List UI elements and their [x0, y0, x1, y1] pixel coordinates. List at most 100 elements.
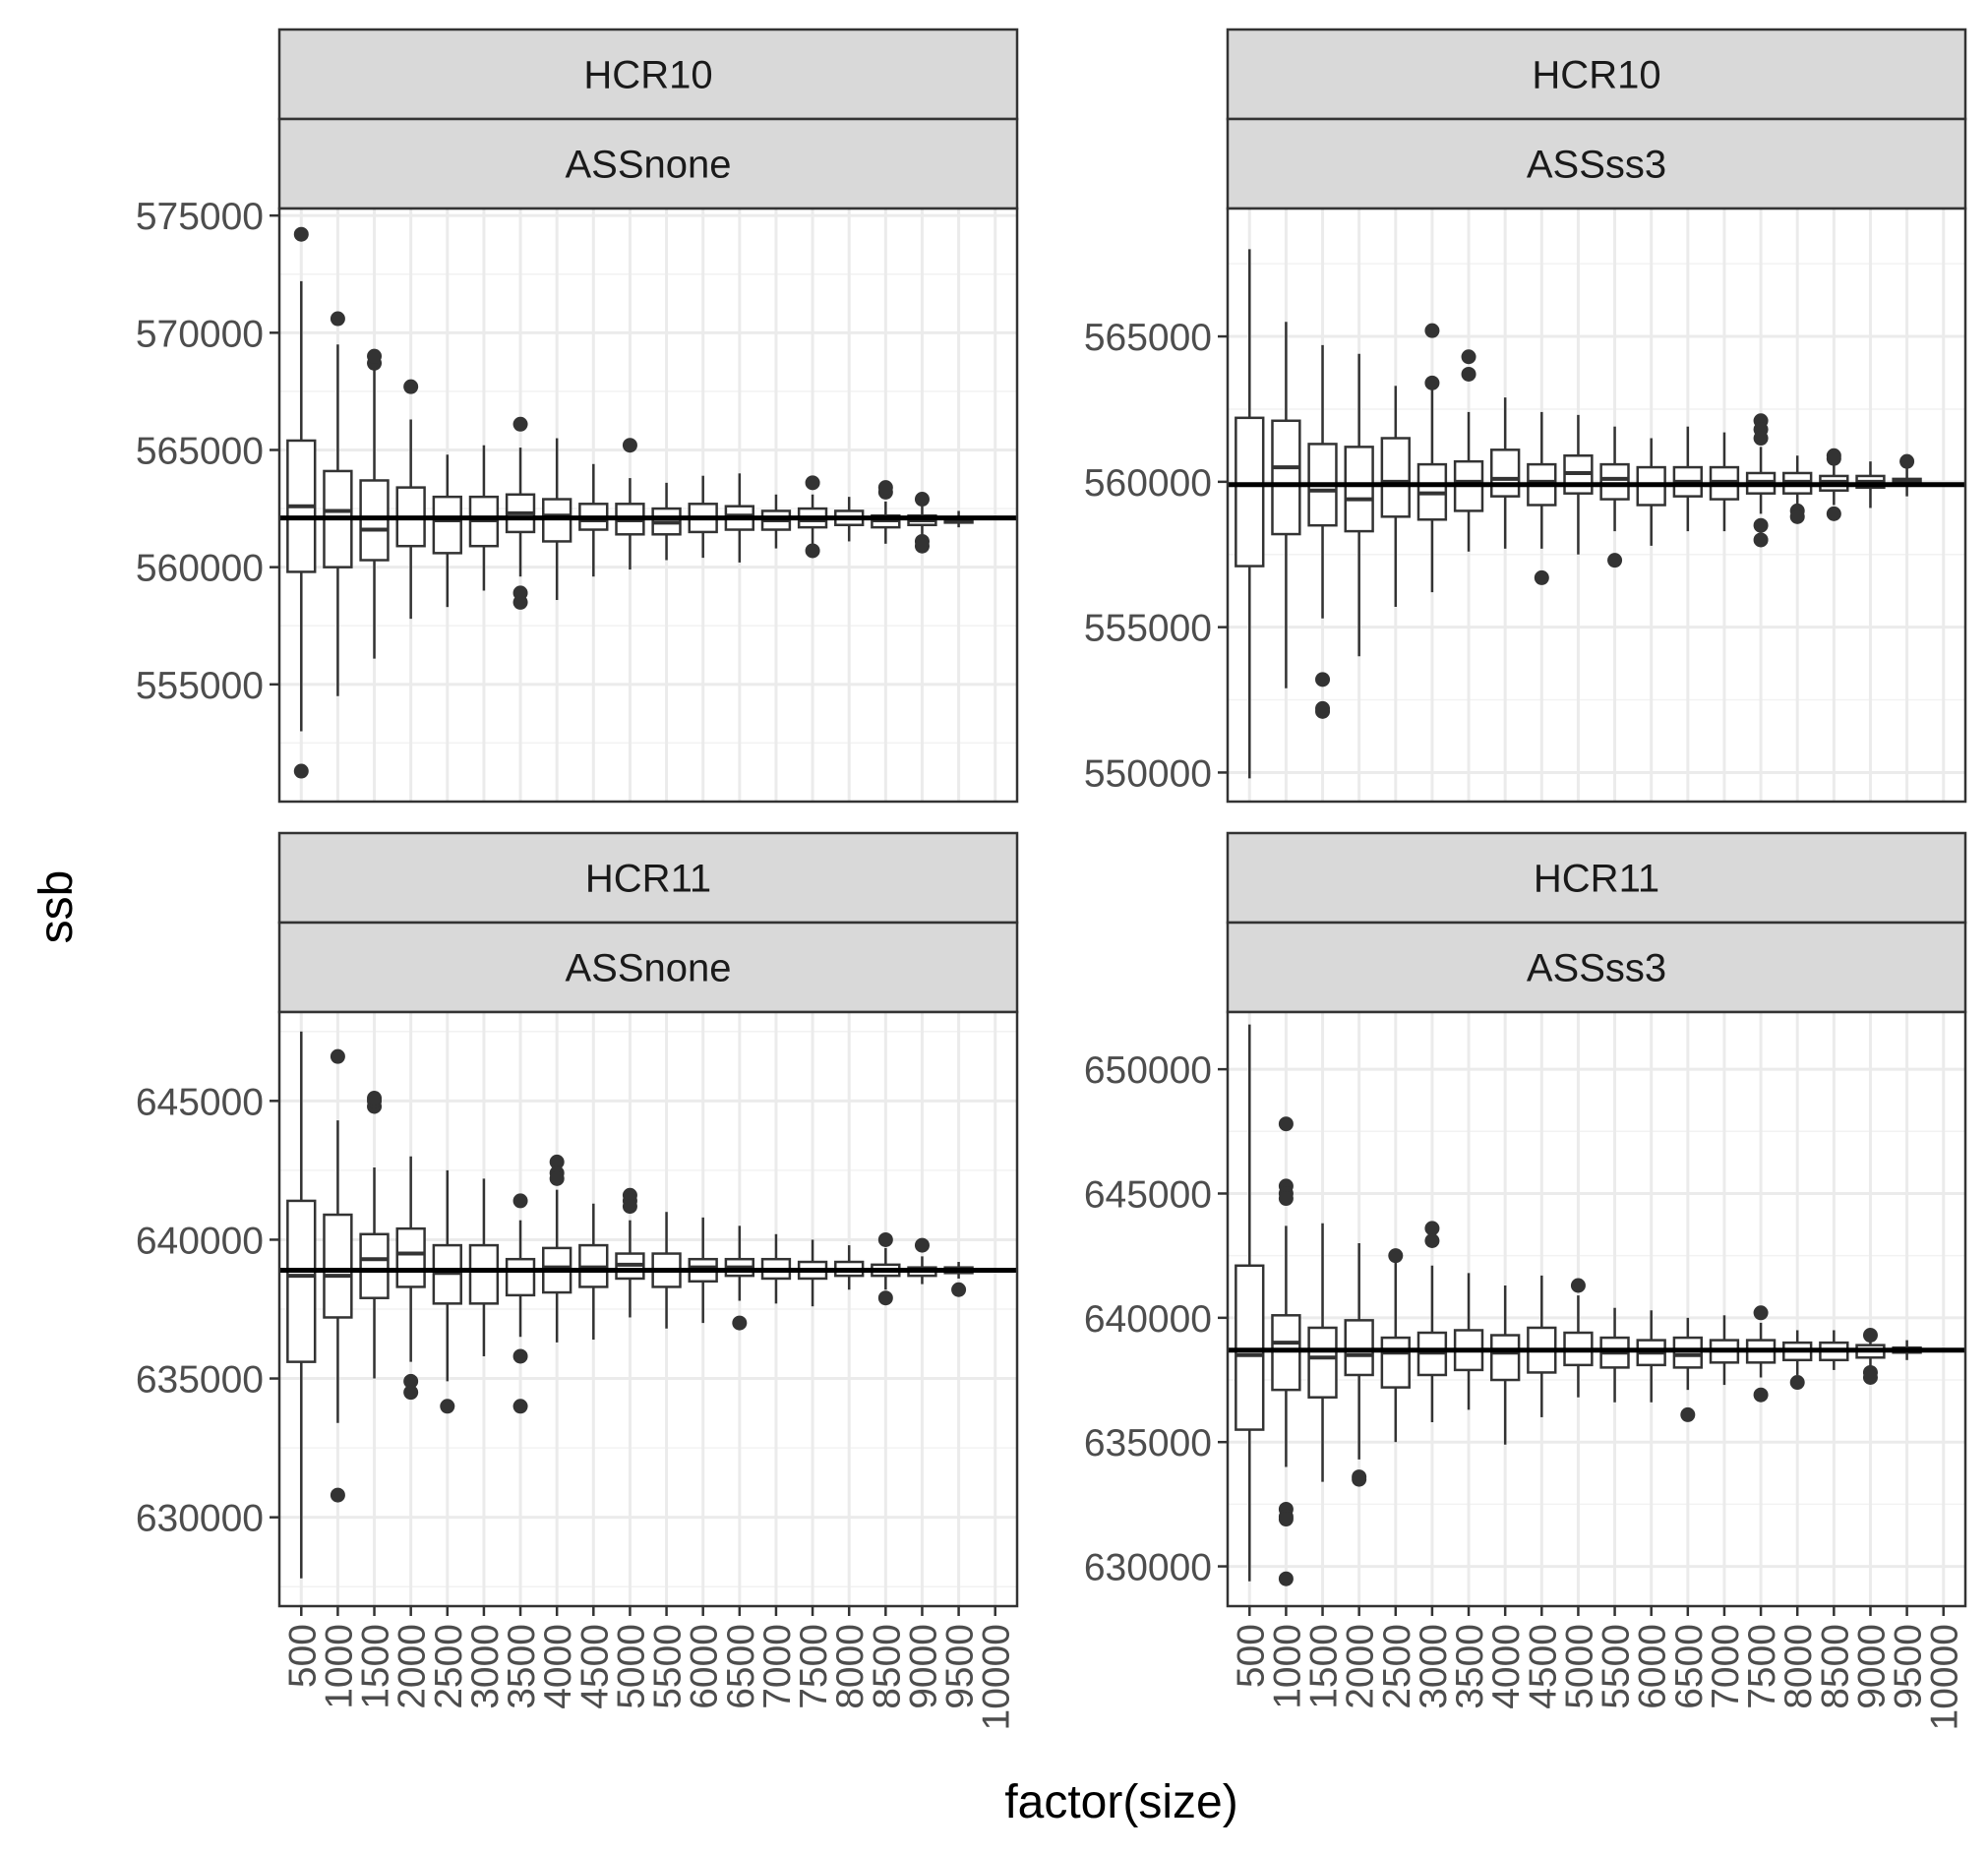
box-3000: [1416, 1221, 1448, 1422]
x-tick-label: 4000: [1485, 1624, 1528, 1709]
x-tick-label: 4000: [537, 1624, 579, 1709]
box-2000: [1344, 353, 1374, 657]
box-6500: [1672, 426, 1703, 532]
box-iqr: [505, 1257, 536, 1297]
outlier-point: [622, 1199, 637, 1215]
box-5500: [1599, 1307, 1630, 1403]
x-tick-label: 4500: [1522, 1624, 1564, 1709]
box-iqr: [1599, 462, 1630, 501]
y-tick-label: 630000: [1084, 1547, 1212, 1589]
y-tick-label: 560000: [1084, 462, 1212, 505]
outlier-point: [403, 1385, 419, 1401]
box-iqr: [1235, 1264, 1265, 1431]
facet-strip-top-label: HCR10: [1532, 54, 1660, 97]
outlier-point: [1753, 517, 1769, 533]
facet-strip-bottom-label: ASSss3: [1527, 144, 1666, 187]
x-tick-label: 9000: [1850, 1624, 1893, 1709]
outlier-point: [1753, 1305, 1769, 1321]
outlier-point: [293, 226, 309, 242]
facet-strip-bottom-label: ASSnone: [565, 947, 731, 990]
outlier-point: [293, 763, 309, 779]
facet-strip-top: [277, 831, 1019, 925]
box-iqr: [1271, 1314, 1301, 1392]
box-iqr: [1344, 446, 1374, 533]
box-iqr: [432, 495, 462, 555]
x-tick-label: 7000: [1705, 1624, 1747, 1709]
outlier-point: [512, 416, 528, 432]
outlier-point: [622, 438, 637, 453]
box-3500: [505, 416, 536, 610]
y-tick-label: 575000: [136, 196, 264, 238]
outlier-point: [805, 543, 820, 559]
outlier-point: [914, 492, 930, 508]
facet-strip-bottom: [277, 921, 1019, 1014]
outlier-point: [1424, 1221, 1440, 1236]
box-1000: [1271, 322, 1301, 688]
outlier-point: [1388, 1248, 1404, 1264]
y-tick-label: 630000: [136, 1498, 264, 1540]
outlier-point: [1278, 1571, 1294, 1586]
outlier-point: [1424, 323, 1440, 338]
box-5500: [651, 482, 682, 561]
x-tick-label: 8000: [829, 1624, 872, 1709]
outlier-point: [1315, 700, 1331, 716]
panel-border: [1226, 1010, 1967, 1608]
box-500: [286, 226, 317, 779]
facet-strip-bottom-label: ASSnone: [565, 144, 731, 187]
outlier-point: [440, 1399, 455, 1414]
outlier-point: [732, 1315, 748, 1331]
box-iqr: [1271, 419, 1301, 536]
outlier-point: [1424, 375, 1440, 390]
x-tick-label: 8000: [1777, 1624, 1820, 1709]
box-2500: [1380, 1248, 1411, 1443]
box-4000: [1490, 1285, 1521, 1445]
x-tick-label: 3000: [1413, 1624, 1455, 1709]
box-iqr: [1380, 437, 1411, 518]
outlier-point: [367, 1090, 383, 1106]
box-1500: [359, 1090, 390, 1379]
outlier-point: [914, 538, 930, 554]
box-iqr: [468, 1243, 500, 1305]
facet-panel-1: HCR10 ASSnone 555000 560000 565000 570000 5750…: [136, 28, 1019, 804]
x-tick-label: 5500: [647, 1624, 690, 1709]
panel-background: [1228, 209, 1965, 802]
outlier-point: [549, 1170, 565, 1186]
outlier-point: [1352, 1471, 1367, 1487]
facet-strip-bottom: [1226, 117, 1967, 210]
box-iqr: [1380, 1336, 1411, 1389]
x-tick-label: 1000: [318, 1624, 360, 1709]
box-1000: [323, 1048, 353, 1503]
box-1500: [1307, 1223, 1338, 1482]
x-tick-label: 3500: [501, 1624, 543, 1709]
outlier-point: [403, 379, 419, 394]
x-tick-label: 8500: [1814, 1624, 1856, 1709]
panel-border: [1226, 207, 1967, 804]
facet-panel-3: HCR11ASSnone6300006350006400006450005001…: [136, 831, 1019, 1730]
facet-strip-bottom: [1226, 921, 1967, 1014]
x-tick-label: 5000: [610, 1624, 652, 1709]
x-tick-label: 4500: [573, 1624, 616, 1709]
outlier-point: [1789, 508, 1805, 524]
y-tick-label: 565000: [1084, 317, 1212, 359]
x-tick-label: 500: [1230, 1624, 1272, 1688]
outlier-point: [805, 475, 820, 491]
outlier-point: [1680, 1406, 1696, 1422]
x-tick-label: 2500: [1376, 1624, 1418, 1709]
outlier-point: [877, 1290, 893, 1306]
y-tick-label: 560000: [136, 548, 264, 590]
y-tick-label: 555000: [136, 665, 264, 707]
box-iqr: [1235, 416, 1265, 568]
y-tick-label: 640000: [136, 1220, 264, 1262]
y-tick-label: 645000: [1084, 1173, 1212, 1216]
x-tick-label: 7000: [756, 1624, 799, 1709]
x-tick-label: 9000: [902, 1624, 944, 1709]
x-tick-label: 7500: [1741, 1624, 1783, 1709]
x-tick-label: 6000: [684, 1624, 726, 1709]
box-iqr: [1490, 1334, 1521, 1382]
box-3000: [1416, 323, 1448, 593]
outlier-point: [1278, 1191, 1294, 1207]
outlier-point: [1753, 532, 1769, 548]
facet-strip-top: [1226, 28, 1967, 121]
facet-strip-bottom-label: ASSss3: [1527, 947, 1666, 990]
